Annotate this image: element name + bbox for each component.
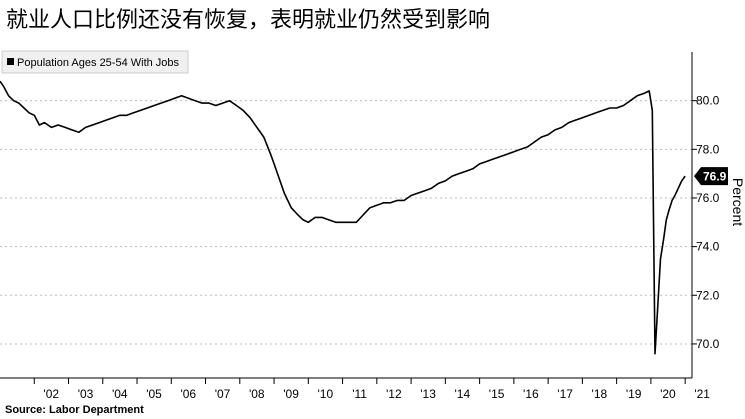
y-ticks: 70.0 72.0 74.0 76.0 78.0 80.0	[692, 94, 720, 351]
last-value-label: 76.9	[703, 170, 727, 184]
legend-swatch	[7, 58, 14, 65]
x-tick-label: '05	[146, 387, 162, 401]
x-tick-label: '02	[43, 387, 59, 401]
x-tick-label: '09	[283, 387, 299, 401]
chart-title: 就业人口比例还没有恢复，表明就业仍然受到影响	[6, 8, 491, 33]
y-tick-label: 78.0	[696, 142, 720, 156]
x-tick-label: '20	[660, 387, 676, 401]
x-tick-label: '15	[489, 387, 505, 401]
last-value-badge	[694, 167, 728, 186]
legend: Population Ages 25-54 With Jobs	[1, 50, 189, 74]
x-tick-label: '19	[626, 387, 642, 401]
y-tick-label: 74.0	[696, 240, 720, 254]
x-tick-label: '06	[180, 387, 196, 401]
x-tick-label: '07	[215, 387, 231, 401]
x-tick-label: '16	[523, 387, 539, 401]
x-tick-label: '13	[420, 387, 436, 401]
x-tick-label: '17	[557, 387, 573, 401]
x-ticks: '02 '03 '04 '05 '06 '07 '08 '09 '10 '11 '12 '13 '14 '…	[33, 378, 710, 401]
y-tick-label: 72.0	[696, 288, 720, 302]
x-tick-label: '21	[694, 387, 710, 401]
last-value-marker: 76.9	[694, 167, 728, 186]
grid-lines	[0, 100, 692, 345]
x-tick-label: '10	[317, 387, 333, 401]
x-tick-label: '14	[455, 387, 471, 401]
y-tick-label: 80.0	[696, 94, 720, 108]
y-axis-label: Percent	[730, 178, 745, 226]
y-tick-label: 76.0	[696, 191, 720, 205]
legend-box	[1, 50, 189, 74]
x-tick-label: '12	[386, 387, 402, 401]
x-tick-label: '18	[592, 387, 608, 401]
series-line	[0, 80, 686, 355]
x-tick-label: '08	[249, 387, 265, 401]
source-note: Source: Labor Department	[5, 404, 144, 416]
x-tick-label: '04	[112, 387, 128, 401]
x-tick-label: '11	[352, 387, 367, 401]
x-tick-label: '03	[78, 387, 94, 401]
legend-label: Population Ages 25-54 With Jobs	[17, 57, 180, 69]
y-tick-label: 70.0	[696, 337, 720, 351]
